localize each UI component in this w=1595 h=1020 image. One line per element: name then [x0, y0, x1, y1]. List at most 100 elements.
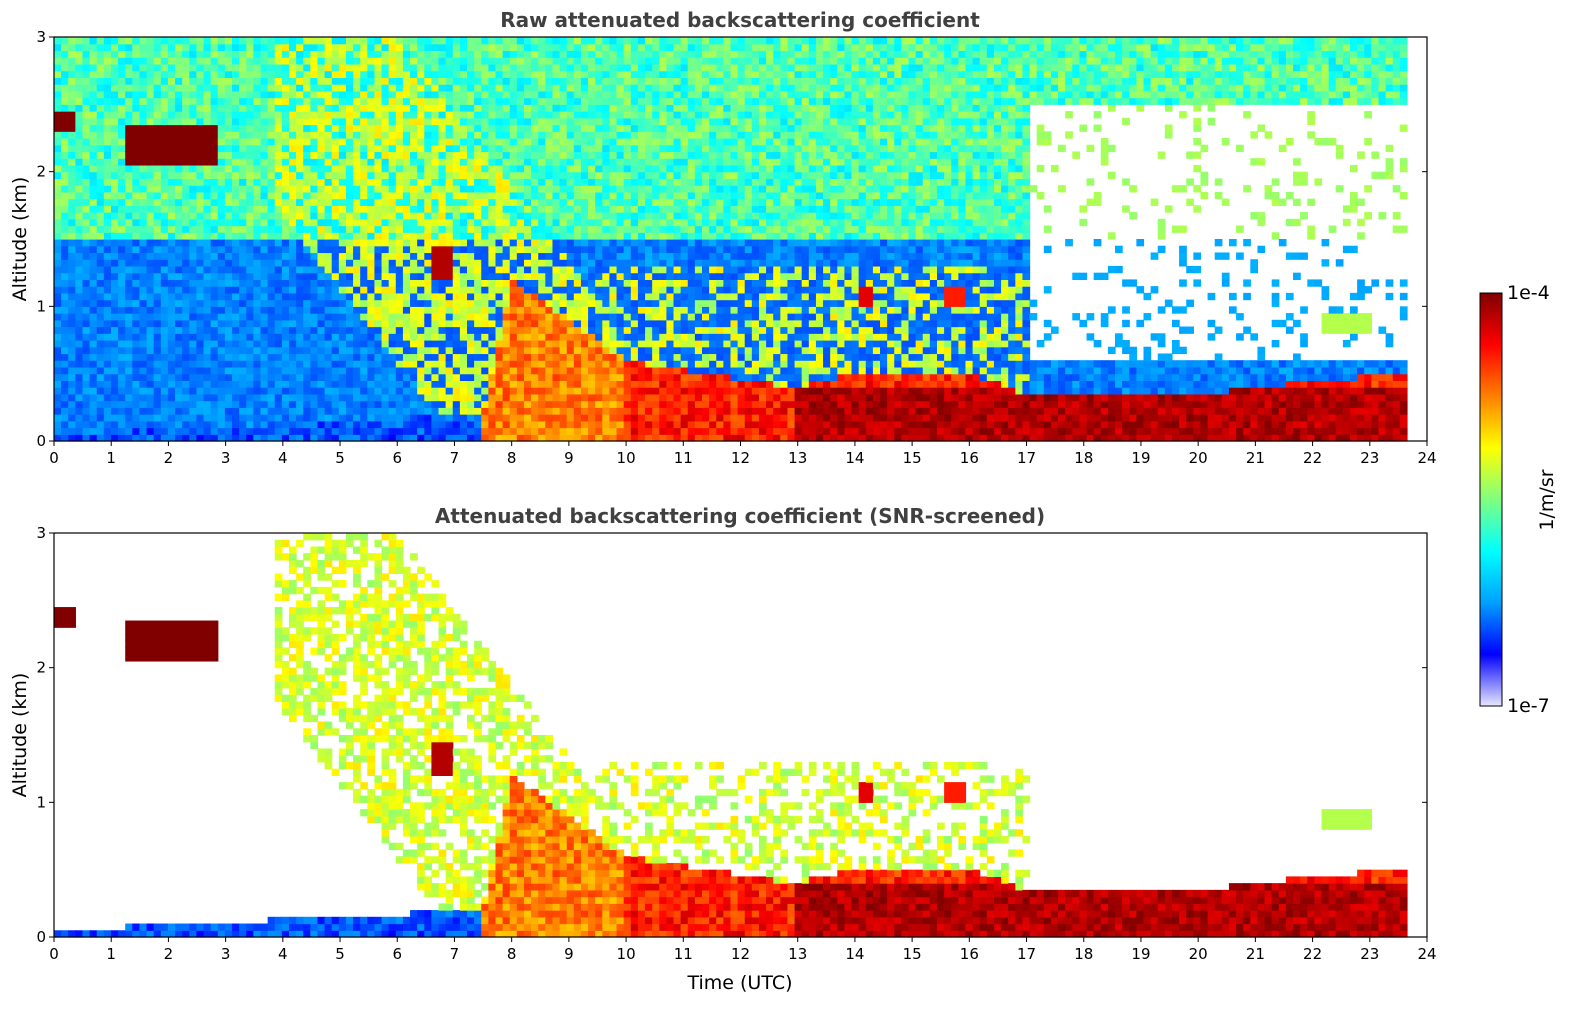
- heatmap-cell: [637, 144, 646, 153]
- heatmap-cell: [566, 97, 575, 105]
- heatmap-cell: [253, 50, 262, 58]
- heatmap-cell: [509, 373, 518, 381]
- heatmap-cell: [616, 427, 625, 435]
- heatmap-cell: [395, 198, 404, 206]
- heatmap-cell: [552, 380, 561, 388]
- heatmap-cell: [410, 97, 418, 105]
- heatmap-cell: [96, 252, 105, 260]
- heatmap-cell: [54, 239, 62, 247]
- heatmap-cell: [616, 239, 625, 247]
- heatmap-cell: [68, 292, 76, 301]
- heatmap-cell: [580, 205, 589, 213]
- heatmap-cell: [103, 346, 112, 355]
- heatmap-cell: [125, 164, 133, 173]
- heatmap-cell: [645, 427, 653, 435]
- heatmap-cell: [167, 178, 176, 186]
- heatmap-cell: [82, 37, 91, 45]
- heatmap-cell: [481, 158, 489, 166]
- heatmap-cell: [182, 407, 190, 415]
- heatmap-cell: [303, 313, 311, 321]
- heatmap-cell: [595, 77, 603, 85]
- heatmap-cell: [110, 272, 119, 280]
- heatmap-cell: [637, 178, 646, 186]
- heatmap-cell: [353, 178, 361, 186]
- heatmap-cell: [374, 198, 383, 206]
- heatmap-cell: [353, 117, 361, 126]
- heatmap-cell: [509, 279, 518, 287]
- heatmap-cell: [310, 346, 319, 355]
- heatmap-cell: [459, 225, 468, 233]
- heatmap-cell: [96, 245, 105, 254]
- heatmap-cell: [239, 239, 247, 247]
- heatmap-cell: [381, 151, 390, 159]
- heatmap-cell: [110, 97, 119, 105]
- heatmap-cell: [303, 299, 311, 307]
- heatmap-cell: [353, 353, 361, 361]
- heatmap-cell: [310, 104, 319, 112]
- heatmap-cell: [110, 286, 119, 294]
- heatmap-cell: [160, 232, 169, 240]
- heatmap-cell: [232, 279, 240, 287]
- heatmap-cell: [467, 164, 475, 173]
- heatmap-cell: [481, 292, 489, 301]
- heatmap-cell: [196, 306, 205, 314]
- heatmap-cell: [317, 387, 326, 395]
- heatmap-cell: [132, 185, 141, 193]
- heatmap-cell: [431, 124, 440, 132]
- heatmap-cell: [588, 131, 596, 139]
- heatmap-cell: [374, 178, 383, 186]
- heatmap-cell: [68, 366, 76, 375]
- heatmap-cell: [431, 245, 440, 254]
- heatmap-cell: [609, 144, 618, 153]
- heatmap-cell: [331, 144, 340, 153]
- heatmap-cell: [267, 306, 276, 314]
- heatmap-cell: [189, 232, 198, 240]
- heatmap-cell: [196, 84, 205, 92]
- heatmap-cell: [452, 306, 461, 314]
- heatmap-cell: [317, 373, 326, 381]
- heatmap-cell: [267, 198, 276, 206]
- panel1-plot-area: [53, 36, 1428, 442]
- heatmap-cell: [410, 434, 418, 442]
- heatmap-cell: [467, 252, 475, 260]
- heatmap-cell: [125, 387, 133, 395]
- heatmap-cell: [431, 218, 440, 227]
- heatmap-cell: [345, 265, 354, 274]
- heatmap-cell: [232, 84, 240, 92]
- heatmap-cell: [438, 212, 447, 220]
- heatmap-cell: [395, 286, 404, 294]
- heatmap-cell: [310, 259, 319, 267]
- heatmap-cell: [96, 212, 105, 220]
- heatmap-cell: [538, 299, 546, 307]
- heatmap-cell: [573, 279, 582, 287]
- heatmap-cell: [54, 387, 62, 395]
- heatmap-cell: [502, 104, 511, 112]
- heatmap-cell: [110, 232, 119, 240]
- heatmap-cell: [82, 333, 91, 341]
- heatmap-cell: [559, 380, 568, 388]
- heatmap-cell: [310, 393, 319, 402]
- heatmap-cell: [353, 279, 361, 287]
- heatmap-cell: [538, 225, 546, 233]
- heatmap-cell: [267, 299, 276, 307]
- heatmap-cell: [595, 340, 603, 348]
- heatmap-cell: [538, 131, 546, 139]
- heatmap-cell: [246, 37, 254, 45]
- heatmap-cell: [338, 205, 347, 213]
- heatmap-cell: [353, 333, 361, 341]
- heatmap-cell: [317, 104, 326, 112]
- heatmap-cell: [203, 414, 212, 422]
- heatmap-cell: [424, 239, 433, 247]
- heatmap-cell: [82, 326, 91, 334]
- heatmap-cell: [431, 434, 440, 442]
- heatmap-cell: [353, 292, 361, 301]
- heatmap-cell: [189, 205, 198, 213]
- heatmap-cell: [103, 239, 112, 247]
- heatmap-cell: [566, 70, 575, 78]
- heatmap-cell: [260, 245, 269, 254]
- heatmap-cell: [509, 333, 518, 341]
- heatmap-cell: [110, 70, 119, 78]
- heatmap-cell: [395, 239, 404, 247]
- heatmap-cell: [167, 346, 176, 355]
- heatmap-cell: [424, 191, 433, 200]
